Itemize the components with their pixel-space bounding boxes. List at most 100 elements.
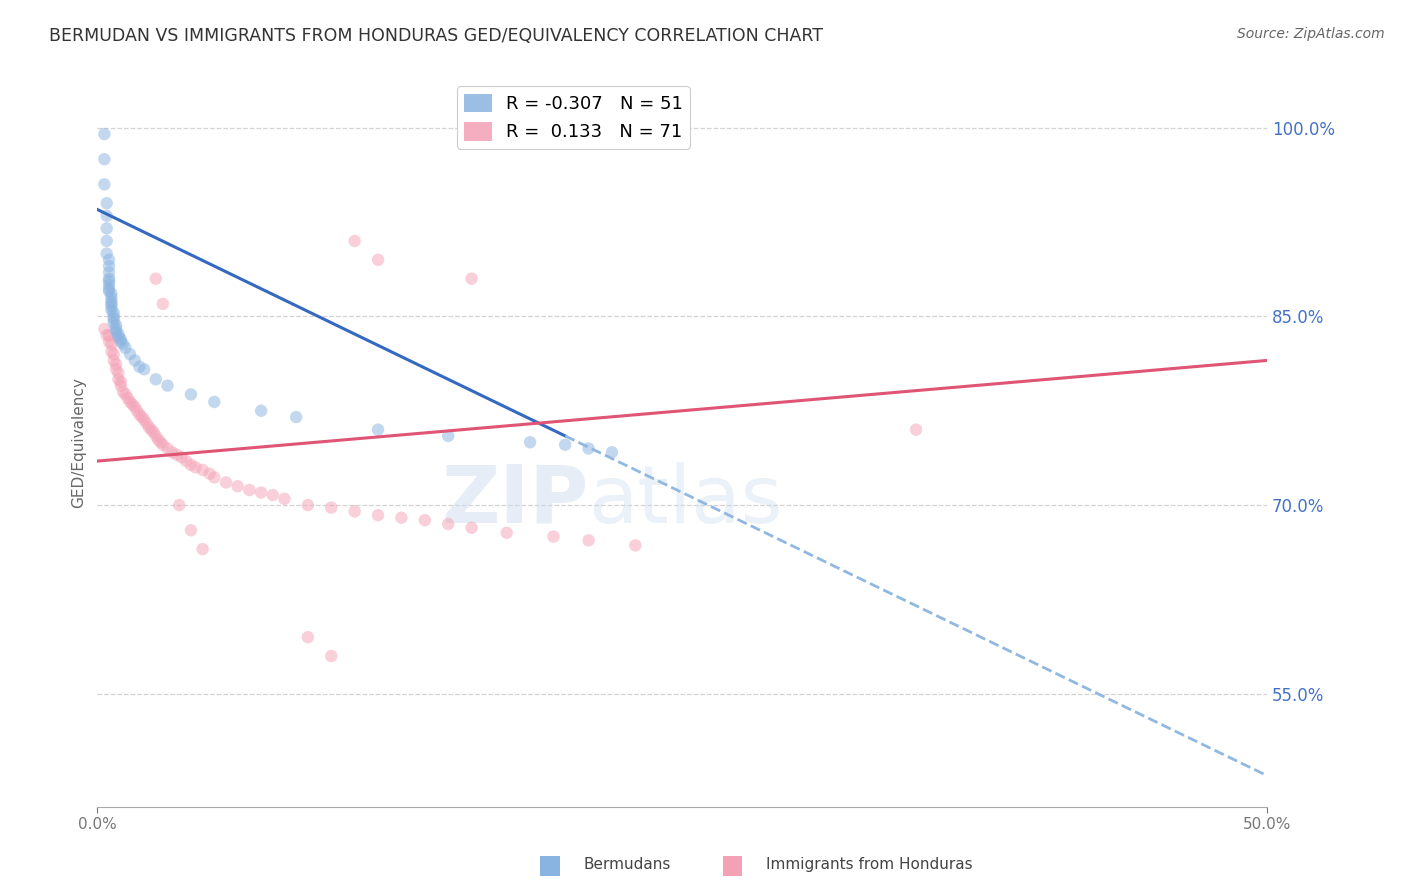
Point (191, 542, 214, 557)
Text: ZIP: ZIP (441, 461, 589, 540)
Point (131, 410, 153, 425)
Point (170, 450, 193, 465)
Point (285, 410, 308, 425)
Point (110, 332, 132, 346)
Point (98, 334, 121, 349)
Point (98, 328, 121, 343)
Point (202, 395, 225, 409)
Point (107, 326, 129, 341)
Point (142, 425, 165, 439)
Point (127, 403, 149, 417)
Point (110, 334, 132, 349)
Point (600, 445, 623, 459)
Point (105, 318, 128, 333)
Point (107, 372, 129, 386)
Point (156, 442, 179, 456)
Point (215, 475, 238, 490)
Point (103, 347, 125, 361)
Point (202, 470, 225, 484)
Point (98, 274, 121, 288)
Point (105, 357, 128, 371)
Point (391, 510, 413, 524)
Point (141, 423, 163, 437)
Point (460, 271, 482, 285)
Point (114, 341, 136, 355)
Point (93, 127, 115, 141)
Point (100, 344, 122, 359)
Point (98, 282, 121, 296)
Point (152, 438, 174, 452)
Point (191, 463, 214, 477)
Point (98, 265, 121, 279)
Point (134, 362, 156, 376)
Point (367, 508, 389, 523)
Point (273, 491, 295, 506)
Point (98, 252, 121, 267)
Text: Immigrants from Honduras: Immigrants from Honduras (766, 857, 973, 872)
Point (98, 285, 121, 299)
Point (297, 630, 319, 644)
Point (93, 152, 115, 166)
Point (93, 322, 115, 336)
Point (138, 420, 160, 434)
Point (343, 234, 366, 248)
Point (554, 438, 576, 452)
Point (117, 391, 139, 405)
Point (152, 297, 174, 311)
Point (128, 408, 150, 422)
Point (460, 521, 482, 535)
Point (543, 530, 565, 544)
Point (100, 337, 122, 351)
Point (180, 387, 202, 401)
Point (110, 378, 132, 392)
Point (437, 429, 460, 443)
Point (103, 353, 125, 368)
Point (96, 328, 118, 343)
Point (96, 196, 118, 211)
Point (134, 412, 156, 426)
Point (226, 479, 249, 493)
Point (578, 533, 600, 548)
Point (367, 423, 389, 437)
Point (321, 500, 343, 515)
Point (96, 234, 118, 248)
Point (437, 516, 460, 531)
Point (120, 395, 142, 409)
Point (112, 384, 135, 399)
Text: Bermudans: Bermudans (583, 857, 671, 872)
Text: atlas: atlas (589, 461, 783, 540)
Text: Source: ZipAtlas.com: Source: ZipAtlas.com (1237, 27, 1385, 41)
Point (103, 316, 125, 330)
Point (578, 442, 600, 456)
Point (198, 467, 221, 481)
Point (184, 460, 207, 475)
Point (110, 375, 132, 389)
Point (100, 294, 122, 309)
Point (98, 277, 121, 292)
Point (105, 325, 128, 339)
Point (103, 312, 125, 326)
Point (262, 488, 284, 502)
Text: BERMUDAN VS IMMIGRANTS FROM HONDURAS GED/EQUIVALENCY CORRELATION CHART: BERMUDAN VS IMMIGRANTS FROM HONDURAS GED… (49, 27, 823, 45)
Point (124, 400, 146, 414)
Point (107, 366, 129, 380)
Point (145, 372, 167, 386)
Point (96, 209, 118, 223)
Point (96, 246, 118, 260)
Point (124, 353, 146, 368)
Y-axis label: GED/Equivalency: GED/Equivalency (72, 376, 86, 508)
Point (160, 445, 183, 459)
Point (624, 538, 647, 552)
Point (100, 299, 122, 313)
Point (105, 322, 128, 336)
Point (238, 483, 260, 497)
Point (167, 498, 190, 512)
Point (121, 397, 143, 411)
Point (98, 271, 121, 285)
Point (297, 498, 319, 512)
Point (103, 306, 125, 320)
Point (100, 291, 122, 305)
Point (128, 359, 150, 374)
Point (145, 429, 167, 443)
Point (367, 252, 389, 267)
